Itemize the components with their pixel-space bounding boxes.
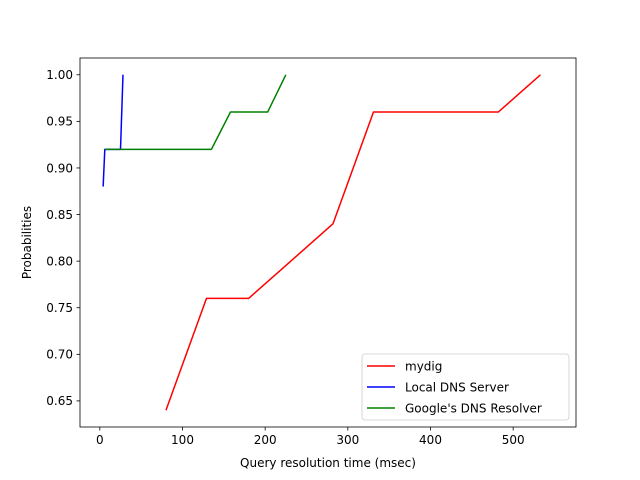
x-tick-label: 400 bbox=[419, 433, 442, 447]
axes-frame bbox=[79, 57, 577, 428]
y-axis-label: Probabilities bbox=[20, 206, 34, 279]
x-tick-label: 100 bbox=[171, 433, 194, 447]
x-tick-label: 200 bbox=[254, 433, 277, 447]
y-tick-label: 0.65 bbox=[46, 394, 73, 408]
y-tick-label: 0.75 bbox=[46, 301, 73, 315]
y-tick-label: 0.85 bbox=[46, 208, 73, 222]
y-tick-label: 0.70 bbox=[46, 348, 73, 362]
ticks-layer: 0 100 200 300 400 500 0.65 0.70 0.75 0.80 0.85 0.90… bbox=[46, 68, 524, 447]
y-tick-label: 0.90 bbox=[46, 161, 73, 175]
series-line-google-s-dns-resolver bbox=[104, 74, 287, 151]
x-tick-label: 300 bbox=[336, 433, 359, 447]
legend-label-local-dns-server: Local DNS Server bbox=[405, 380, 509, 394]
x-tick-label: 0 bbox=[96, 433, 104, 447]
legend-label-mydig: mydig bbox=[405, 359, 442, 373]
legend-label-google-s-dns-resolver: Google's DNS Resolver bbox=[405, 401, 542, 415]
y-tick-label: 0.80 bbox=[46, 254, 73, 268]
y-tick-label: 1.00 bbox=[46, 68, 73, 82]
x-tick-label: 500 bbox=[502, 433, 525, 447]
x-axis-label: Query resolution time (msec) bbox=[240, 456, 416, 470]
series-layer bbox=[102, 74, 541, 411]
legend: mydig Local DNS Server Google's DNS Resolv… bbox=[361, 353, 570, 421]
y-tick-label: 0.95 bbox=[46, 115, 73, 129]
legend-frame bbox=[361, 353, 570, 421]
series-line-mydig bbox=[165, 74, 541, 411]
